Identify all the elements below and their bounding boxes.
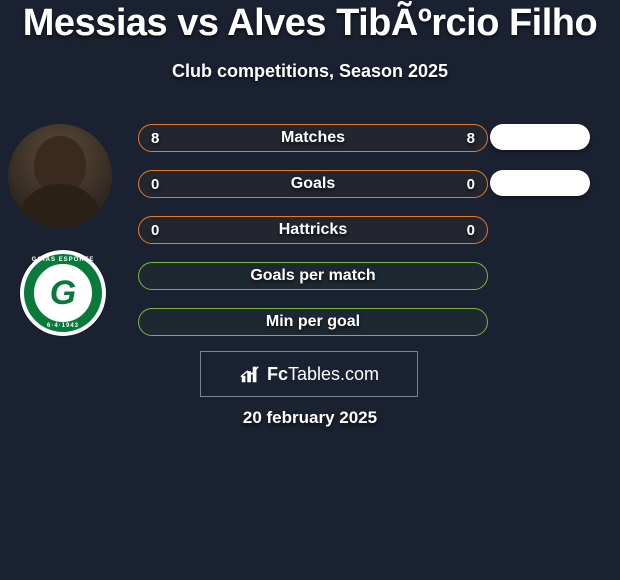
- brand-prefix: Fc: [267, 364, 288, 384]
- page-title: Messias vs Alves TibÃºrcio Filho: [0, 0, 620, 45]
- stat-left-value: 0: [151, 217, 159, 243]
- stat-left-value: 8: [151, 125, 159, 151]
- club-badge-letter: G: [38, 268, 88, 318]
- stat-row-goals: 0 Goals 0: [138, 170, 488, 198]
- comparison-card: Messias vs Alves TibÃºrcio Filho Club co…: [0, 0, 620, 580]
- placeholder-pill: [490, 170, 590, 196]
- placeholder-pill: [490, 124, 590, 150]
- club-badge-bottom-text: 6·4·1943: [20, 323, 106, 329]
- stat-row-hattricks: 0 Hattricks 0: [138, 216, 488, 244]
- stat-label: Min per goal: [266, 313, 360, 331]
- stat-right-value: 0: [467, 171, 475, 197]
- stat-left-value: 0: [151, 171, 159, 197]
- brand-suffix: Tables.com: [288, 364, 379, 384]
- date-text: 20 february 2025: [0, 408, 620, 428]
- brand-logo: FcTables.com: [200, 351, 418, 397]
- stat-bars: 8 Matches 8 0 Goals 0 0 Hattricks 0 Goal…: [138, 124, 488, 354]
- club-badge: GOIÁS ESPORTE G 6·4·1943: [20, 250, 106, 336]
- stat-label: Hattricks: [279, 221, 347, 239]
- stat-row-matches: 8 Matches 8: [138, 124, 488, 152]
- stat-label: Goals per match: [250, 267, 375, 285]
- stat-row-min-per-goal: Min per goal: [138, 308, 488, 336]
- right-column-pills: [490, 124, 600, 216]
- stat-label: Matches: [281, 129, 345, 147]
- player-avatar: [8, 124, 112, 228]
- club-badge-top-text: GOIÁS ESPORTE: [20, 257, 106, 263]
- bars-icon: [239, 363, 261, 385]
- stat-right-value: 8: [467, 125, 475, 151]
- stat-right-value: 0: [467, 217, 475, 243]
- subtitle: Club competitions, Season 2025: [0, 61, 620, 82]
- stat-label: Goals: [291, 175, 335, 193]
- brand-text: FcTables.com: [267, 364, 379, 385]
- left-column: GOIÁS ESPORTE G 6·4·1943: [8, 124, 118, 336]
- stat-row-goals-per-match: Goals per match: [138, 262, 488, 290]
